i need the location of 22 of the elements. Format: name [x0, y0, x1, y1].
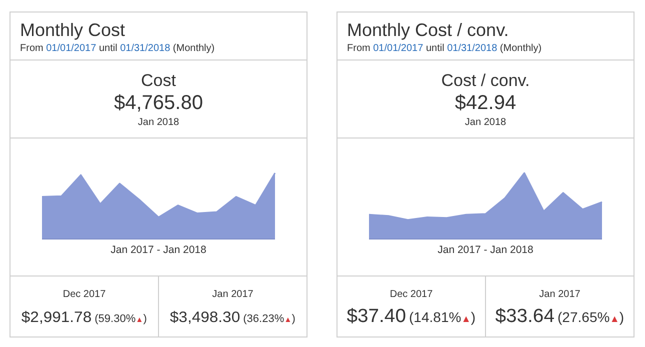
- text: $33.64: [495, 306, 555, 327]
- text: Jan 2018: [138, 117, 180, 128]
- x-axis-title: Jan 2017 - Jan 2018: [110, 244, 207, 256]
- chart-subtitle: From 01/01/2017 until 01/31/2018 (Monthly): [20, 43, 215, 54]
- text: $2,991.78: [21, 309, 92, 326]
- text: $37.40: [346, 306, 406, 327]
- text: Dec 2017: [390, 289, 434, 300]
- text: $42.94: [454, 92, 516, 114]
- text: Jan 2017: [539, 289, 581, 300]
- text: (27.65%▲): [558, 309, 624, 325]
- text: Cost: [141, 71, 176, 90]
- text: Jan 2018: [464, 117, 507, 128]
- text: $4,765.80: [114, 92, 203, 114]
- text: $3,498.30: [170, 309, 240, 326]
- chart-subtitle: From 01/01/2017 until 01/31/2018 (Monthly): [347, 43, 542, 54]
- text: Jan 2017: [212, 289, 254, 300]
- text: Cost / conv.: [441, 71, 530, 90]
- x-axis-title: Jan 2017 - Jan 2018: [438, 244, 534, 256]
- chart-title: Monthly Cost: [20, 20, 126, 40]
- text: (14.81%▲): [409, 309, 476, 325]
- chart-title: Monthly Cost / conv.: [347, 20, 509, 40]
- text: Dec 2017: [62, 289, 106, 300]
